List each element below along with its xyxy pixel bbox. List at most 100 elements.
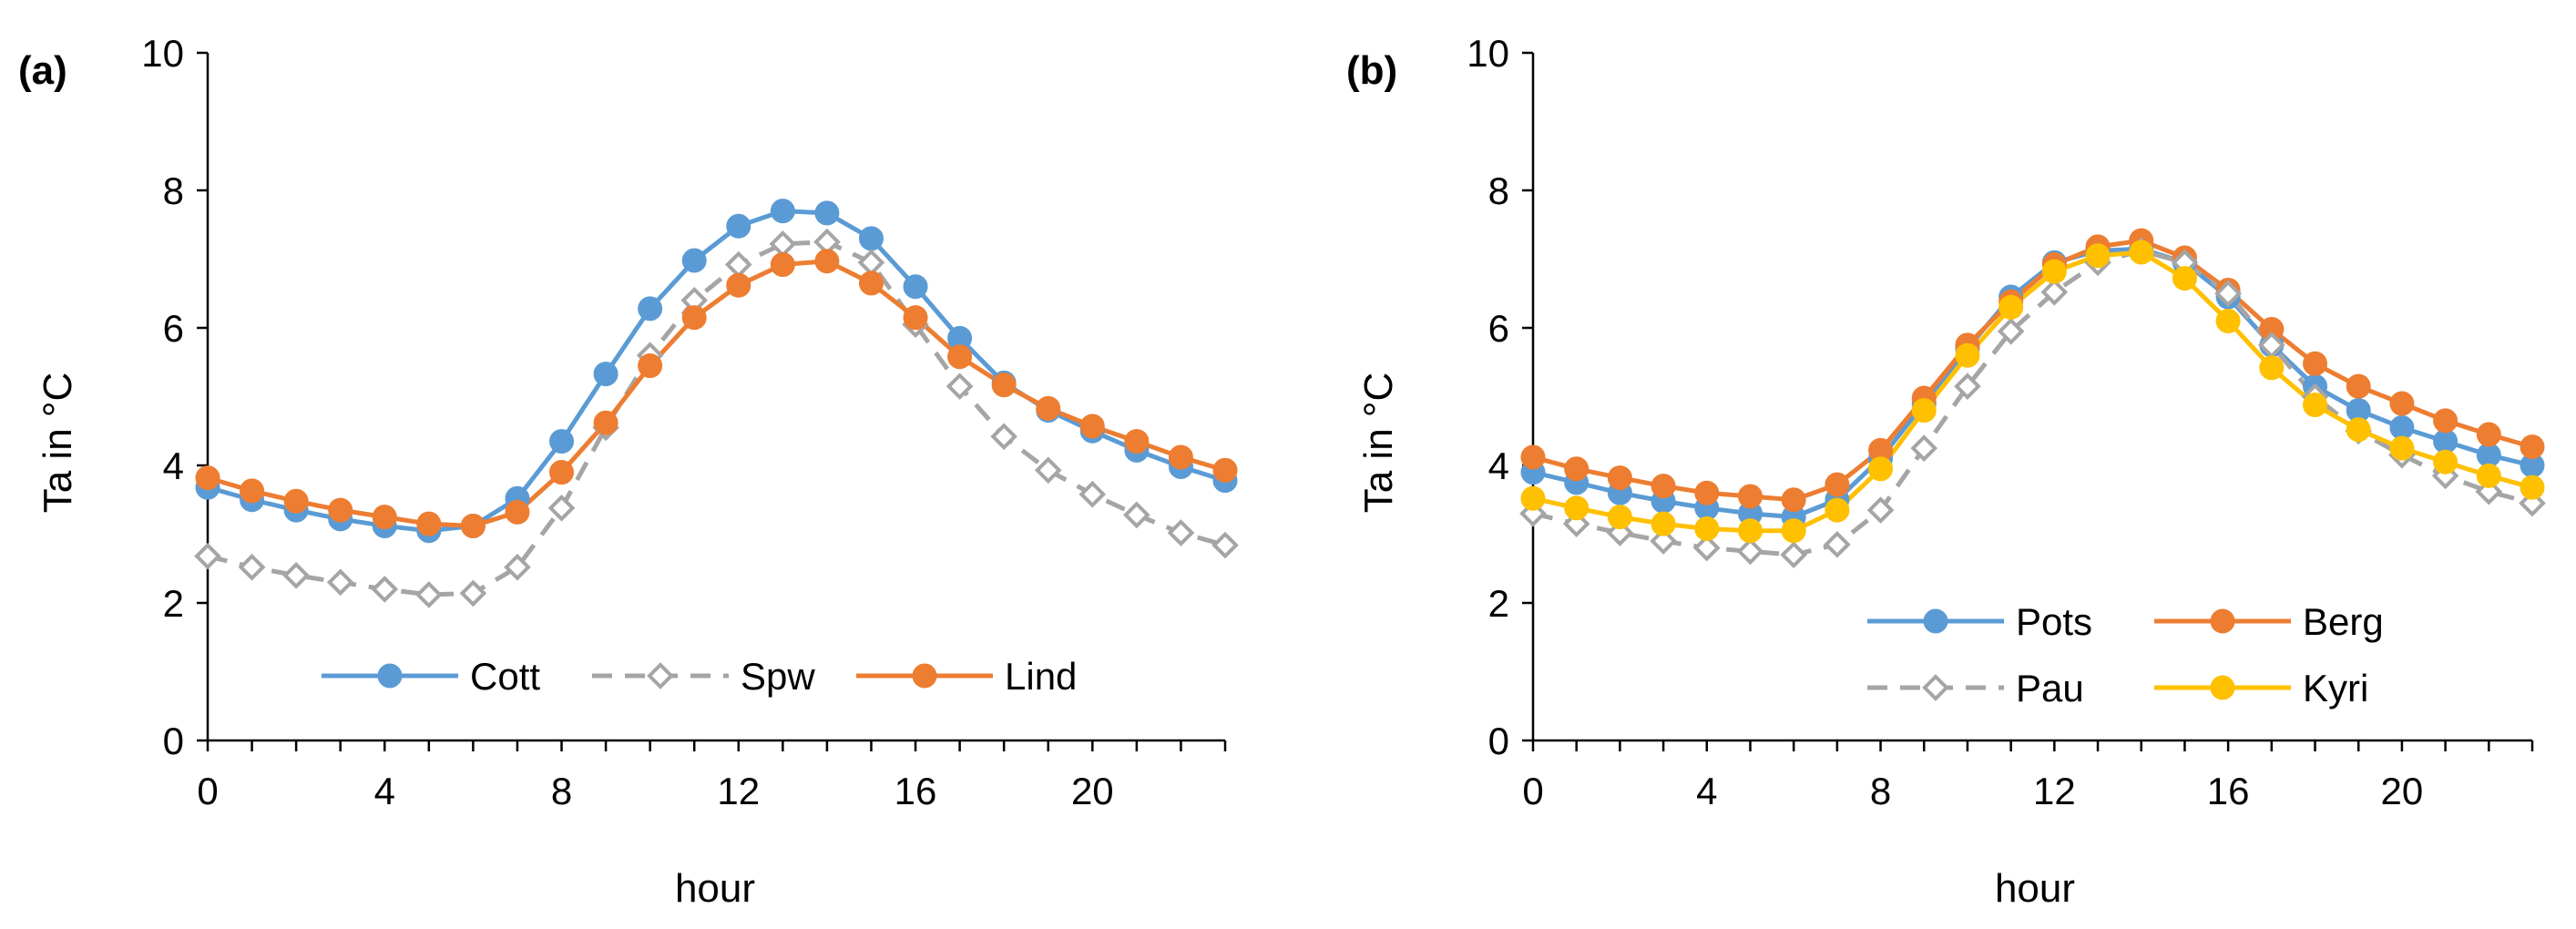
data-point (1868, 456, 1894, 482)
data-point (858, 271, 884, 296)
data-point (1212, 457, 1238, 483)
data-point (2172, 266, 2197, 291)
data-point (1997, 317, 2025, 345)
x-tick-label: 12 (2033, 770, 2076, 812)
data-point (1167, 519, 1195, 546)
data-point (238, 553, 266, 581)
series-line-pau (1532, 248, 2533, 557)
data-point (371, 576, 399, 603)
data-point (1607, 465, 1632, 491)
legend-swatch-marker (377, 663, 403, 689)
data-point (2520, 475, 2545, 500)
data-point (638, 296, 663, 322)
data-point (726, 272, 751, 298)
data-point (724, 250, 752, 279)
data-point (1168, 444, 1193, 470)
data-point (459, 579, 487, 607)
data-point (194, 542, 221, 570)
data-point (1124, 429, 1150, 454)
x-tick-label: 16 (2207, 770, 2250, 812)
data-point (1607, 505, 1632, 530)
y-tick-label: 8 (1488, 169, 1509, 212)
data-point (549, 460, 575, 485)
y-tick-label: 2 (1488, 582, 1509, 625)
legend-item-pots: Pots (1867, 600, 2092, 643)
data-point (1079, 413, 1105, 439)
data-point (2259, 355, 2285, 381)
data-point (947, 344, 973, 370)
x-tick-label: 8 (551, 770, 572, 812)
data-point (1955, 342, 1980, 368)
data-point (1034, 456, 1062, 485)
data-point (593, 410, 618, 435)
data-point (2085, 243, 2111, 269)
plot-area: 0 2 4 6 8 10 0 4 8 12 16 20 (1467, 32, 2546, 812)
data-point (1651, 511, 1676, 536)
legend-swatch-marker (2210, 608, 2235, 634)
data-point (1781, 487, 1806, 513)
y-tick-label: 6 (163, 307, 184, 350)
data-point (1910, 434, 1938, 462)
data-point (1694, 480, 1720, 505)
panel-b: (b) Ta in °C hour 0 2 4 6 8 10 0 4 8 12 16 20 Pots B… (1346, 32, 2546, 911)
data-point (638, 353, 663, 379)
data-point (2389, 414, 2415, 440)
legend-swatch-marker (647, 662, 674, 689)
y-tick-label: 10 (141, 32, 184, 75)
data-point (726, 213, 751, 239)
data-point (2476, 443, 2501, 468)
data-point (240, 478, 265, 504)
legend-swatch-marker (2210, 675, 2235, 700)
legend-label: Berg (2303, 600, 2384, 643)
data-point (814, 249, 840, 274)
legend: Pots Berg Pau Kyri (1867, 600, 2384, 710)
data-point (2346, 417, 2371, 443)
legend-swatch-marker (912, 663, 937, 689)
data-point (2433, 449, 2458, 475)
x-tick-label: 0 (197, 770, 218, 812)
y-tick-label: 10 (1467, 32, 1509, 75)
data-point (549, 429, 575, 454)
panel-label: (a) (18, 48, 67, 93)
data-point (1737, 518, 1763, 544)
data-point (2129, 240, 2154, 265)
data-point (770, 199, 795, 224)
data-point (1692, 534, 1721, 562)
x-tick-label: 20 (1071, 770, 1114, 812)
data-point (2215, 308, 2241, 333)
legend-label: Lind (1005, 655, 1077, 698)
x-axis-title: hour (675, 866, 755, 911)
data-point (326, 568, 354, 597)
data-point (903, 305, 928, 331)
data-point (2433, 429, 2458, 454)
data-point (770, 252, 795, 278)
x-tick-label: 8 (1870, 770, 1891, 812)
data-point (1825, 497, 1850, 523)
legend-label: Spw (741, 655, 815, 698)
data-point (505, 499, 530, 525)
data-point (814, 200, 840, 226)
data-point (1211, 531, 1239, 559)
y-axis-title: Ta in °C (1356, 373, 1401, 514)
data-point (990, 423, 1018, 451)
legend-item-berg: Berg (2154, 600, 2384, 643)
data-point (2389, 435, 2415, 461)
data-point (2476, 463, 2501, 488)
data-point (858, 226, 884, 251)
legend-label: Cott (470, 655, 540, 698)
x-axis-title: hour (1995, 866, 2075, 911)
data-point (681, 305, 707, 331)
data-point (1036, 395, 1061, 421)
data-point (1520, 444, 1546, 470)
plot-area: 0 2 4 6 8 10 0 4 8 12 16 20 (141, 32, 1239, 812)
legend-swatch-marker (1922, 674, 1949, 701)
data-point (2389, 391, 2415, 416)
data-point (1650, 527, 1677, 555)
x-tick-label: 20 (2381, 770, 2424, 812)
data-point (1123, 501, 1150, 529)
data-point (1520, 485, 1546, 511)
data-point (2433, 408, 2458, 434)
data-point (1954, 373, 1981, 401)
panel-a: (a) Ta in °C hour 0 2 4 6 8 10 0 4 8 12 16 20 Cott S… (18, 32, 1239, 911)
